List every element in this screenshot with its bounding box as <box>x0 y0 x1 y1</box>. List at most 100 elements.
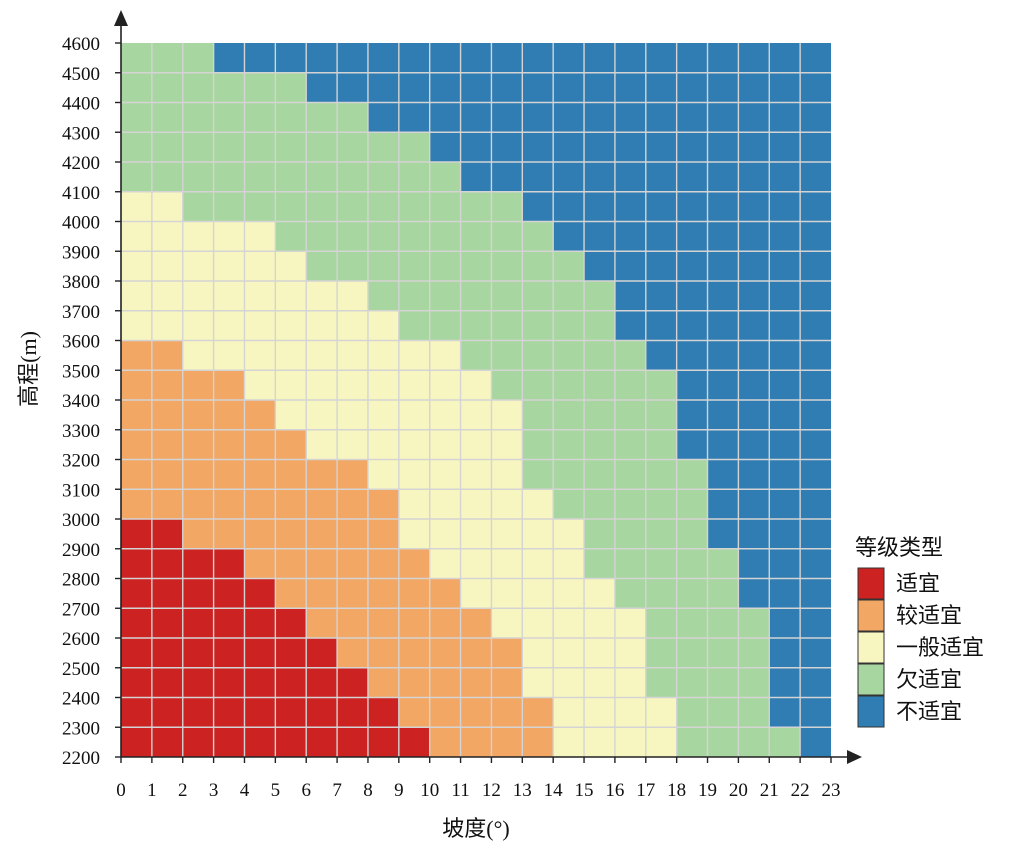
heatmap-cell <box>769 72 801 103</box>
heatmap-cell <box>645 519 677 549</box>
heatmap-cell <box>398 281 430 311</box>
heatmap-cell <box>306 608 338 638</box>
heatmap-cell <box>676 72 708 103</box>
heatmap-cell <box>213 251 245 281</box>
heatmap-cell <box>244 251 276 281</box>
heatmap-cell <box>707 400 739 430</box>
heatmap-cell <box>151 727 183 757</box>
heatmap-cell <box>182 281 214 311</box>
heatmap-cell <box>337 132 368 162</box>
heatmap-cell <box>645 251 677 281</box>
y-tick-label: 2800 <box>62 570 100 591</box>
heatmap-cell <box>645 638 677 668</box>
heatmap-cell <box>614 638 646 668</box>
heatmap-cell <box>121 429 152 460</box>
heatmap-cell <box>614 578 646 609</box>
heatmap-cell <box>614 459 646 490</box>
y-tick-label: 4300 <box>62 123 100 144</box>
heatmap-cell <box>367 519 399 549</box>
heatmap-cell <box>337 697 368 728</box>
heatmap-cell <box>121 578 152 609</box>
heatmap-cell <box>151 548 183 579</box>
heatmap-cell <box>367 727 399 757</box>
x-tick-label: 20 <box>729 780 748 801</box>
y-tick-label: 2500 <box>62 659 100 680</box>
heatmap-cell <box>738 548 770 579</box>
heatmap-cell <box>244 221 276 252</box>
heatmap-cell <box>275 459 307 490</box>
heatmap-cell <box>429 132 461 162</box>
heatmap-cell <box>275 310 307 341</box>
heatmap-cell <box>491 43 523 73</box>
heatmap-cell <box>553 548 585 579</box>
heatmap-cell <box>614 310 646 341</box>
heatmap-cell <box>769 727 801 757</box>
x-axis-label: 坡度(°) <box>442 816 509 841</box>
heatmap-cell <box>306 191 338 222</box>
heatmap-cell <box>491 489 523 519</box>
heatmap-cell <box>676 191 708 222</box>
heatmap-cell <box>614 191 646 222</box>
heatmap-cell <box>275 43 307 73</box>
heatmap-cell <box>182 43 214 73</box>
heatmap-cell <box>707 281 739 311</box>
heatmap-cell <box>213 221 245 252</box>
heatmap-cell <box>645 43 677 73</box>
heatmap-cell <box>553 221 585 252</box>
heatmap-cell <box>182 132 214 162</box>
heatmap-cell <box>645 370 677 400</box>
heatmap-cell <box>429 519 461 549</box>
heatmap-cell <box>306 132 338 162</box>
heatmap-cell <box>553 400 585 430</box>
heatmap-cell <box>584 72 615 103</box>
heatmap-cell <box>460 667 492 698</box>
heatmap-cell <box>275 162 307 192</box>
heatmap-cell <box>367 43 399 73</box>
heatmap-cell <box>645 340 677 371</box>
heatmap-cell <box>460 310 492 341</box>
heatmap-cell <box>429 697 461 728</box>
heatmap-cell <box>460 429 492 460</box>
heatmap-cell <box>244 340 276 371</box>
heatmap-cell <box>121 251 152 281</box>
heatmap-cell <box>584 400 615 430</box>
heatmap-cell <box>460 489 492 519</box>
heatmap-cell <box>275 400 307 430</box>
y-tick-label: 3400 <box>62 391 100 412</box>
heatmap-cell <box>398 578 430 609</box>
heatmap-cell <box>460 459 492 490</box>
heatmap-cell <box>429 72 461 103</box>
x-tick-label: 3 <box>209 780 219 801</box>
heatmap-cell <box>676 578 708 609</box>
heatmap-cell <box>738 489 770 519</box>
heatmap-cell <box>645 608 677 638</box>
heatmap-cell <box>275 340 307 371</box>
heatmap-cell <box>707 429 739 460</box>
heatmap-cell <box>738 132 770 162</box>
heatmap-cell <box>707 667 739 698</box>
heatmap-cell <box>244 72 276 103</box>
x-tick-label: 2 <box>178 780 188 801</box>
heatmap-cell <box>244 727 276 757</box>
heatmap-cell <box>738 429 770 460</box>
heatmap-cell <box>337 459 368 490</box>
y-tick-label: 4400 <box>62 94 100 115</box>
heatmap-cell <box>337 43 368 73</box>
heatmap-cell <box>398 191 430 222</box>
heatmap-cell <box>553 638 585 668</box>
heatmap-cell <box>151 221 183 252</box>
heatmap-cell <box>182 72 214 103</box>
heatmap-cell <box>213 548 245 579</box>
heatmap-cell <box>151 72 183 103</box>
heatmap-cell <box>522 638 554 668</box>
heatmap-cell <box>121 102 152 133</box>
heatmap-cell <box>522 162 554 192</box>
heatmap-cell <box>522 102 554 133</box>
heatmap-cell <box>398 221 430 252</box>
heatmap-cell <box>182 667 214 698</box>
heatmap-cell <box>429 459 461 490</box>
heatmap-cell <box>213 638 245 668</box>
heatmap-cell <box>151 429 183 460</box>
heatmap-cell <box>460 221 492 252</box>
